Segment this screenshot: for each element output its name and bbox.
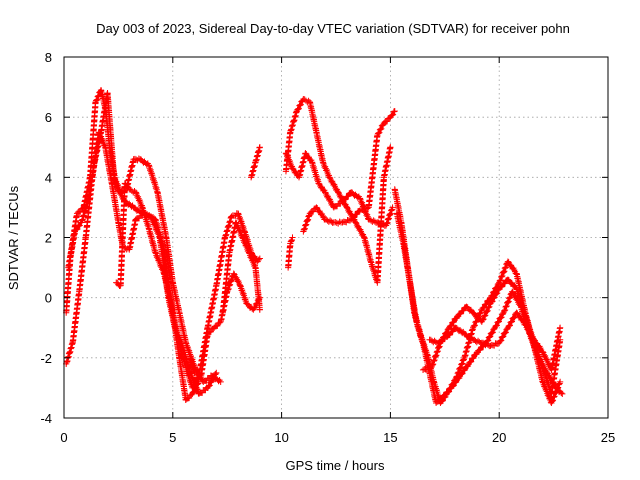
series-track-12 xyxy=(391,186,564,407)
y-tick-label: 0 xyxy=(45,291,52,306)
grid xyxy=(64,57,608,418)
y-tick-label: 8 xyxy=(45,50,52,65)
plus-markers xyxy=(282,150,396,229)
plus-markers xyxy=(282,96,394,286)
y-tick-label: 6 xyxy=(45,110,52,125)
series-track-10 xyxy=(285,234,296,271)
plus-markers xyxy=(300,108,398,235)
series-track-9 xyxy=(282,150,396,229)
series-track-3 xyxy=(65,90,224,385)
y-tick-label: -4 xyxy=(40,411,52,426)
chart-title: Day 003 of 2023, Sidereal Day-to-day VTE… xyxy=(96,21,570,36)
plus-markers xyxy=(391,186,564,407)
plus-markers xyxy=(248,144,263,181)
x-tick-label: 20 xyxy=(492,430,506,445)
x-tick-label: 15 xyxy=(383,430,397,445)
plus-markers xyxy=(285,234,296,271)
x-axis-label: GPS time / hours xyxy=(286,458,385,473)
x-tick-label: 5 xyxy=(169,430,176,445)
x-tick-label: 0 xyxy=(60,430,67,445)
series-track-6 xyxy=(219,219,263,316)
series-track-7 xyxy=(248,144,263,181)
y-tick-label: 2 xyxy=(45,231,52,246)
axis-ticks: 0 5 10 15 20 25 -4 -2 0 2 4 6 8 xyxy=(40,50,615,445)
plus-markers xyxy=(65,90,224,385)
data-points xyxy=(63,86,566,407)
y-tick-label: 4 xyxy=(45,170,52,185)
plus-markers xyxy=(419,276,564,398)
y-tick-label: -2 xyxy=(40,351,52,366)
x-tick-label: 10 xyxy=(274,430,288,445)
y-axis-label: SDTVAR / TECUs xyxy=(6,185,21,290)
series-track-15 xyxy=(419,276,564,398)
series-track-11 xyxy=(300,108,398,235)
series-track-8 xyxy=(282,96,394,286)
x-tick-label: 25 xyxy=(601,430,615,445)
plus-markers xyxy=(219,219,263,316)
